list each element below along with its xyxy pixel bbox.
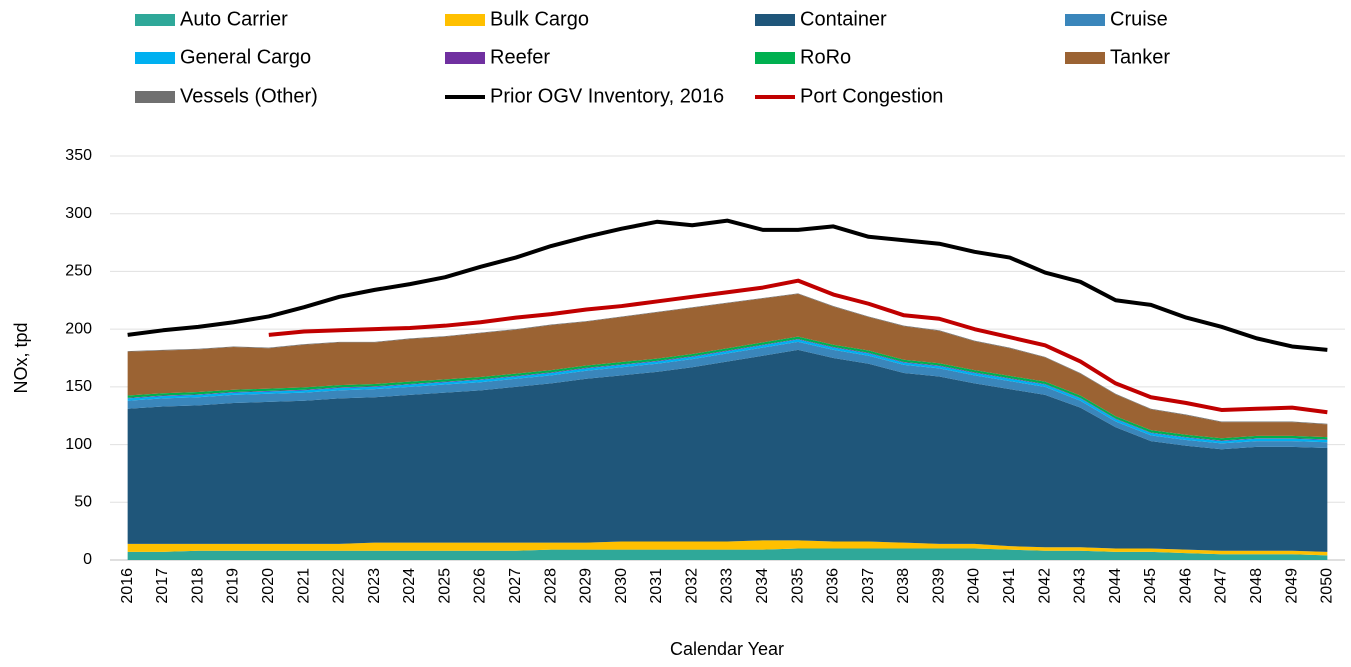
legend-item: Tanker [1065, 46, 1170, 68]
x-tick-label: 2018 [189, 568, 206, 604]
x-tick-label: 2029 [578, 568, 595, 604]
legend-item: Vessels (Other) [135, 85, 318, 107]
x-tick-label: 2050 [1319, 568, 1336, 604]
legend-item: Port Congestion [755, 85, 943, 107]
legend-item: Auto Carrier [135, 8, 288, 30]
x-tick-label: 2034 [754, 568, 771, 604]
legend-swatch [445, 14, 485, 26]
legend-swatch [135, 52, 175, 64]
x-tick-label: 2023 [366, 568, 383, 604]
legend-label: Tanker [1110, 46, 1170, 68]
x-tick-label: 2031 [648, 568, 665, 604]
x-tick-label: 2025 [436, 568, 453, 604]
legend-label: Container [800, 8, 887, 30]
x-tick-label: 2036 [825, 568, 842, 604]
legend-swatch [1065, 52, 1105, 64]
legend-label: Prior OGV Inventory, 2016 [490, 85, 724, 107]
x-tick-label: 2049 [1283, 568, 1300, 604]
x-axis-label: Calendar Year [670, 639, 784, 659]
x-tick-label: 2017 [154, 568, 171, 604]
x-tick-label: 2033 [719, 568, 736, 604]
legend-label: Cruise [1110, 8, 1168, 30]
x-tick-label: 2040 [966, 568, 983, 604]
legend-item: Bulk Cargo [445, 8, 589, 30]
y-tick-label: 350 [65, 147, 92, 164]
x-tick-label: 2030 [613, 568, 630, 604]
legend-label: Bulk Cargo [490, 8, 589, 30]
y-tick-label: 0 [83, 551, 92, 568]
x-tick-label: 2020 [260, 568, 277, 604]
x-tick-label: 2048 [1248, 568, 1265, 604]
x-tick-label: 2041 [1001, 568, 1018, 604]
line [268, 278, 1328, 415]
area [127, 341, 1328, 450]
x-tick-label: 2043 [1072, 568, 1089, 604]
line [127, 218, 1328, 352]
x-tick-label: 2035 [789, 568, 806, 604]
x-tick-label: 2038 [895, 568, 912, 604]
area [127, 540, 1328, 556]
legend-label: Reefer [490, 46, 550, 68]
area [127, 349, 1328, 552]
x-tick-label: 2046 [1177, 568, 1194, 604]
x-tick-label: 2037 [860, 568, 877, 604]
legend-item: Reefer [445, 46, 550, 68]
area [127, 548, 1328, 560]
x-tick-label: 2028 [542, 568, 559, 604]
y-tick-label: 300 [65, 205, 92, 222]
legend-item: Container [755, 8, 887, 30]
x-tick-label: 2047 [1213, 568, 1230, 604]
legend-label: Auto Carrier [180, 8, 288, 30]
x-tick-label: 2032 [683, 568, 700, 604]
legend-swatch [755, 52, 795, 64]
y-tick-label: 250 [65, 263, 92, 280]
legend-label: General Cargo [180, 46, 311, 68]
x-tick-label: 2044 [1107, 568, 1124, 604]
x-tick-label: 2022 [331, 568, 348, 604]
legend-swatch [135, 14, 175, 26]
x-tick-label: 2039 [930, 568, 947, 604]
legend-item: Prior OGV Inventory, 2016 [445, 85, 724, 107]
area [127, 293, 1328, 439]
x-tick-label: 2021 [295, 568, 312, 604]
legend-item: General Cargo [135, 46, 311, 68]
legend-item: Cruise [1065, 8, 1168, 30]
x-tick-label: 2019 [225, 568, 242, 604]
y-tick-label: 200 [65, 320, 92, 337]
legend-swatch [1065, 14, 1105, 26]
legend-swatch [135, 91, 175, 103]
x-tick-label: 2042 [1036, 568, 1053, 604]
x-tick-label: 2016 [119, 568, 136, 604]
x-tick-label: 2024 [401, 568, 418, 604]
legend-swatch [755, 14, 795, 26]
x-tick-label: 2026 [472, 568, 489, 604]
legend-label: Port Congestion [800, 85, 943, 107]
legend-item: RoRo [755, 46, 851, 68]
y-tick-label: 50 [74, 494, 92, 511]
y-tick-label: 150 [65, 378, 92, 395]
x-tick-label: 2045 [1142, 568, 1159, 604]
legend-swatch [445, 52, 485, 64]
x-tick-label: 2027 [507, 568, 524, 604]
legend-label: Vessels (Other) [180, 85, 318, 107]
y-tick-label: 100 [65, 436, 92, 453]
legend-label: RoRo [800, 46, 851, 68]
y-axis-label: NOx, tpd [11, 322, 31, 393]
